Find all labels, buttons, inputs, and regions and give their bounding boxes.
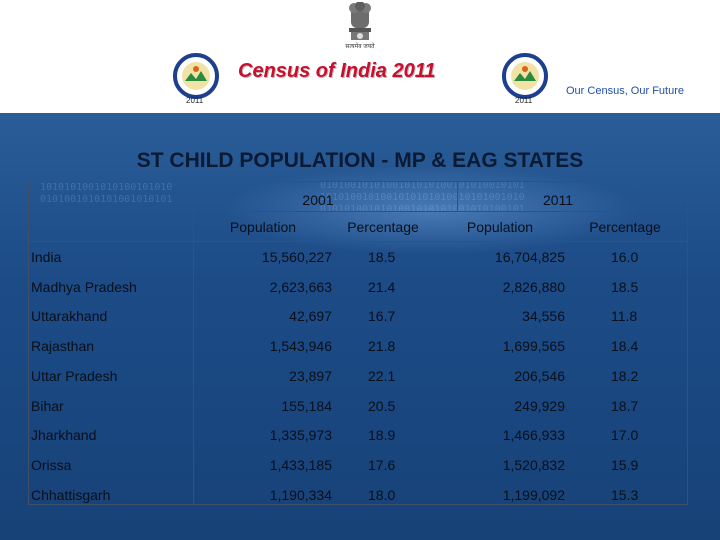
percentage-2001: 16.7 [368, 308, 396, 324]
percentage-2011: 18.5 [611, 279, 639, 295]
population-2001: 155,184 [281, 398, 332, 414]
population-2001: 2,623,663 [269, 279, 332, 295]
col-header-percentage-2011: Percentage [589, 219, 661, 235]
percentage-2011: 18.7 [611, 398, 639, 414]
year-header-2001: 2001 [302, 192, 334, 208]
state-name: Madhya Pradesh [31, 279, 137, 295]
percentage-2001: 18.5 [368, 249, 396, 265]
percentage-2011: 18.2 [611, 368, 639, 384]
population-2011: 1,699,565 [502, 338, 565, 354]
data-table [28, 181, 688, 505]
content-background [0, 113, 720, 540]
population-2001: 15,560,227 [261, 249, 332, 265]
population-2011: 206,546 [514, 368, 565, 384]
binary-pattern: 0101001010100101010100101010010101 101010… [320, 180, 525, 215]
population-2001: 1,335,973 [269, 427, 332, 443]
state-name: Uttar Pradesh [31, 368, 118, 384]
logo-year-left: 2011 [186, 96, 204, 105]
national-emblem-icon [349, 2, 371, 40]
percentage-2001: 21.8 [368, 338, 396, 354]
col-header-population-2011: Population [466, 219, 534, 235]
slide-title: ST CHILD POPULATION - MP & EAG STATES [136, 149, 584, 172]
binary-pattern: 1010101001010100101010 010100101010100101… [40, 182, 173, 205]
percentage-2011: 17.0 [611, 427, 639, 443]
population-2011: 1,199,092 [502, 487, 565, 503]
population-2011: 1,466,933 [502, 427, 565, 443]
percentage-2011: 18.4 [611, 338, 639, 354]
row-divider [29, 211, 687, 212]
population-2011: 16,704,825 [494, 249, 565, 265]
percentage-2001: 18.9 [368, 427, 396, 443]
column-divider [457, 182, 458, 212]
census-logo-icon [502, 53, 548, 99]
emblem-caption: सत्यमेव जयते [345, 44, 375, 50]
header-banner: सत्यमेव जयते 2011 2011 Census of India 2… [0, 0, 720, 113]
percentage-2001: 20.5 [368, 398, 396, 414]
population-2011: 34,556 [522, 308, 565, 324]
state-name: India [31, 249, 62, 265]
col-header-percentage-2001: Percentage [347, 219, 419, 235]
col-header-population-2001: Population [229, 219, 297, 235]
percentage-2011: 15.3 [611, 487, 639, 503]
percentage-2001: 17.6 [368, 457, 396, 473]
column-divider [193, 182, 194, 504]
tagline: Our Census, Our Future [566, 85, 684, 97]
percentage-2011: 11.8 [611, 308, 638, 324]
population-2001: 23,897 [289, 368, 332, 384]
percentage-2001: 18.0 [368, 487, 396, 503]
percentage-2001: 22.1 [368, 368, 396, 384]
population-2011: 1,520,832 [502, 457, 565, 473]
population-2001: 1,433,185 [269, 457, 332, 473]
year-header-2011: 2011 [542, 192, 574, 208]
population-2001: 1,190,334 [269, 487, 332, 503]
population-2001: 1,543,946 [269, 338, 332, 354]
population-2011: 249,929 [514, 398, 565, 414]
state-name: Chhattisgarh [31, 487, 111, 503]
state-name: Jharkhand [31, 427, 97, 443]
logo-year-right: 2011 [515, 96, 533, 105]
percentage-2011: 15.9 [611, 457, 639, 473]
state-name: Uttarakhand [31, 308, 108, 324]
state-name: Orissa [31, 457, 72, 473]
percentage-2001: 21.4 [368, 279, 396, 295]
row-divider [29, 241, 687, 242]
census-logo-icon [173, 53, 219, 99]
percentage-2011: 16.0 [611, 249, 639, 265]
population-2001: 42,697 [289, 308, 332, 324]
population-2011: 2,826,880 [502, 279, 565, 295]
state-name: Rajasthan [31, 338, 95, 354]
census-title: Census of India 2011 [238, 60, 436, 82]
background-glow [220, 165, 640, 255]
state-name: Bihar [31, 398, 64, 414]
